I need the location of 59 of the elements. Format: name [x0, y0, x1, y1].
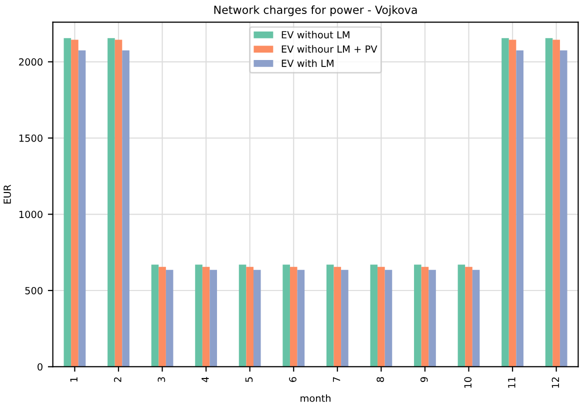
bar	[290, 266, 298, 367]
x-tick-label: 3	[158, 377, 166, 382]
x-tick-label: 9	[420, 377, 428, 382]
y-tick-label: 0	[38, 363, 42, 371]
bar	[246, 266, 254, 367]
bar	[64, 38, 72, 367]
x-axis-title: month	[300, 394, 330, 402]
x-tick-label: 12	[552, 377, 559, 388]
bar	[122, 50, 130, 367]
y-tick-label: 500	[25, 286, 42, 294]
bar	[545, 38, 553, 367]
x-tick-label: 2	[114, 377, 122, 382]
bar	[560, 50, 568, 367]
chart-title: Network charges for power - Vojkova	[214, 5, 417, 16]
x-tick-label: 4	[202, 377, 209, 382]
bar	[378, 266, 385, 367]
bar	[158, 266, 166, 367]
y-tick-label: 2000	[19, 58, 42, 66]
bar	[297, 270, 305, 367]
bar	[151, 264, 159, 367]
bar	[472, 270, 480, 367]
bar	[552, 40, 560, 367]
bar	[238, 264, 246, 367]
bar	[334, 266, 342, 367]
bar	[195, 264, 202, 367]
bar	[71, 40, 78, 367]
bar	[370, 264, 378, 367]
x-tick-label: 10	[464, 377, 472, 388]
bar	[282, 264, 290, 367]
x-tick-label: 6	[289, 377, 296, 382]
bar	[458, 264, 466, 367]
bar	[202, 266, 210, 367]
bar	[516, 50, 524, 367]
x-tick-label: 1	[70, 377, 78, 382]
bar	[210, 270, 218, 367]
y-axis-title: EUR	[4, 184, 11, 204]
legend-label: EV with LM	[282, 59, 334, 67]
bar	[326, 264, 334, 367]
bar	[502, 38, 509, 367]
bar	[384, 270, 392, 367]
bar	[253, 270, 261, 367]
x-tick-label: 7	[332, 377, 340, 382]
x-tick-label: 11	[508, 377, 516, 388]
bar	[341, 270, 348, 367]
x-tick-label: 8	[376, 377, 384, 382]
bar	[108, 38, 115, 367]
bar	[465, 266, 472, 367]
y-tick-label: 1500	[19, 134, 42, 142]
y-tick-label: 1000	[19, 210, 42, 218]
bar	[414, 264, 422, 367]
legend-label: EV withour LM + PV	[282, 45, 378, 53]
bar	[508, 40, 516, 367]
legend-label: EV without LM	[282, 30, 350, 38]
bar	[421, 266, 429, 367]
bar	[166, 270, 174, 367]
bar	[78, 50, 86, 367]
bar	[428, 270, 436, 367]
x-tick-label: 5	[245, 377, 253, 382]
bar	[114, 40, 122, 367]
